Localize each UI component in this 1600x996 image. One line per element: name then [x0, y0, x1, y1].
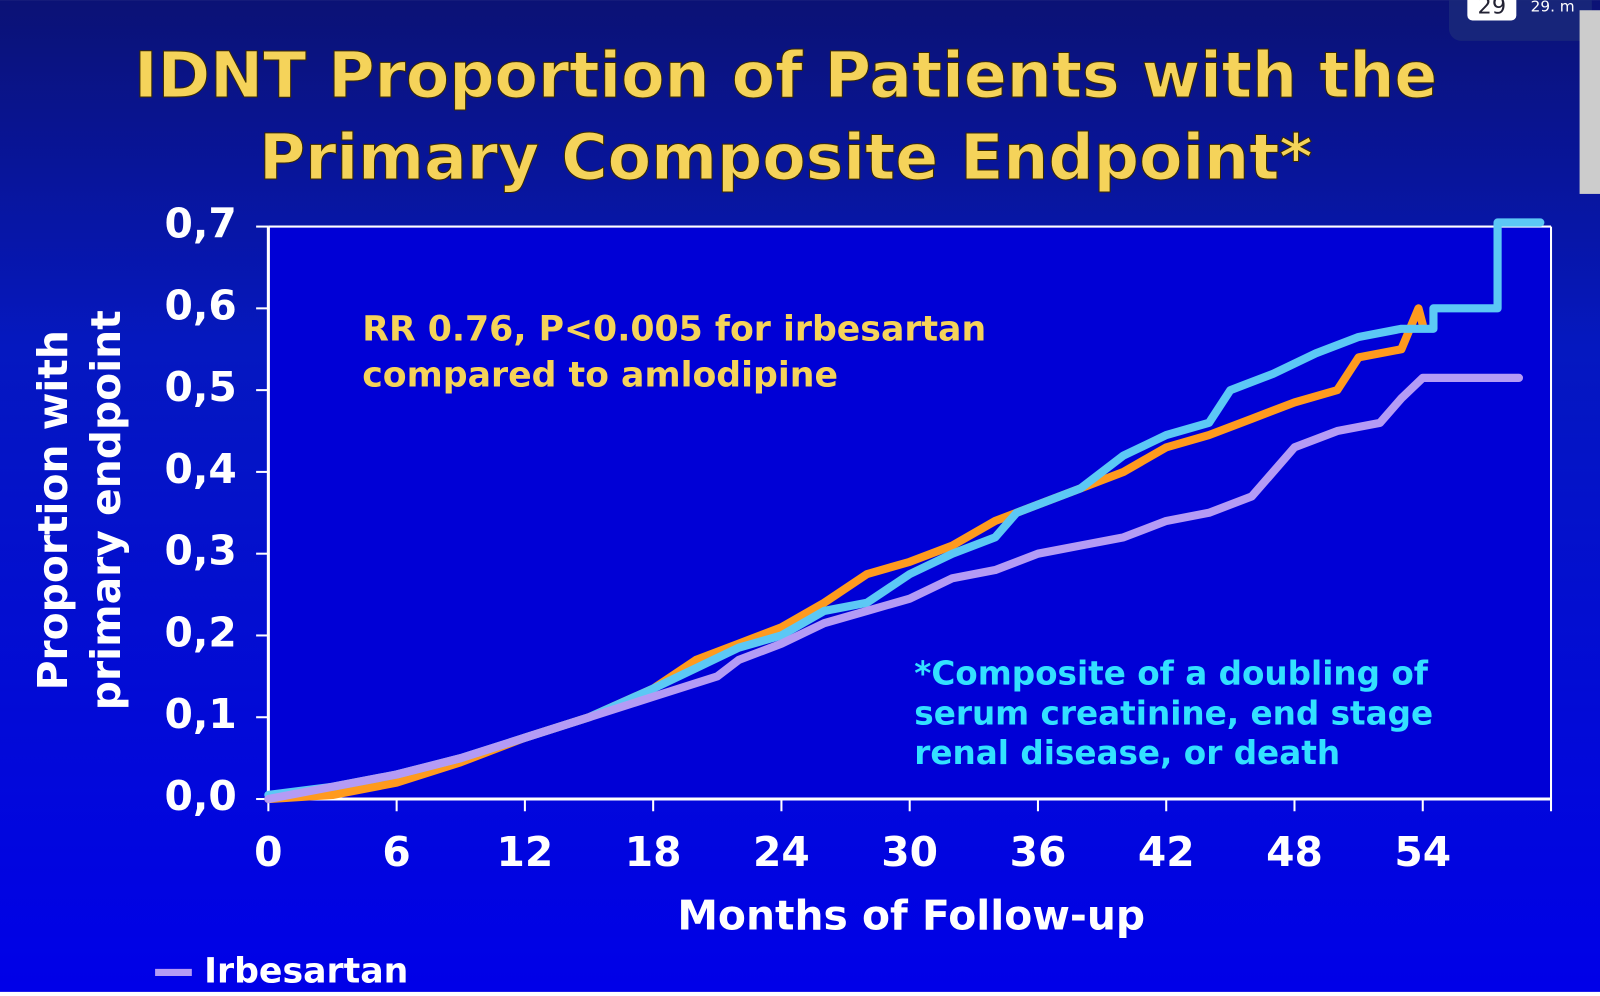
x-tick-label: 6 — [382, 828, 410, 876]
plot-area — [268, 226, 1552, 800]
overlay-badge: 29 — [1478, 0, 1507, 20]
y-axis-label: Proportion with — [29, 330, 77, 690]
y-tick-label: 0,1 — [164, 690, 236, 738]
y-tick-label: 0,6 — [164, 281, 236, 329]
footnote: renal disease, or death — [914, 734, 1340, 772]
x-tick-label: 18 — [625, 828, 682, 876]
y-axis-label: primary endpoint — [82, 310, 130, 710]
y-tick-label: 0,3 — [164, 527, 236, 575]
x-tick-label: 30 — [881, 828, 938, 876]
x-tick-label: 0 — [254, 828, 282, 876]
overlay-thumbnail — [1579, 10, 1600, 194]
annotation: compared to amlodipine — [362, 356, 838, 396]
legend-label: Irbesartan — [204, 951, 408, 991]
annotation: RR 0.76, P<0.005 for irbesartan — [362, 310, 986, 350]
x-tick-label: 54 — [1394, 828, 1451, 876]
y-tick-label: 0,2 — [164, 608, 236, 656]
y-tick-label: 0,5 — [164, 363, 236, 411]
x-tick-label: 12 — [497, 828, 554, 876]
y-tick-label: 0,0 — [164, 772, 236, 820]
x-tick-label: 48 — [1266, 828, 1323, 876]
chart-title: IDNT Proportion of Patients with the — [134, 38, 1437, 112]
x-tick-label: 42 — [1138, 828, 1195, 876]
y-tick-label: 0,4 — [164, 445, 236, 493]
x-axis-label: Months of Follow-up — [677, 891, 1145, 939]
x-tick-label: 36 — [1010, 828, 1067, 876]
footnote: serum creatinine, end stage — [914, 694, 1433, 732]
chart-title: Primary Composite Endpoint* — [259, 120, 1313, 194]
y-tick-label: 0,7 — [164, 200, 236, 248]
series-line — [264, 373, 1524, 804]
overlay-text: 29. m — [1531, 0, 1575, 16]
x-tick-label: 24 — [753, 828, 810, 876]
overlay-badge-box — [1467, 0, 1517, 21]
footnote: *Composite of a doubling of — [914, 655, 1429, 693]
